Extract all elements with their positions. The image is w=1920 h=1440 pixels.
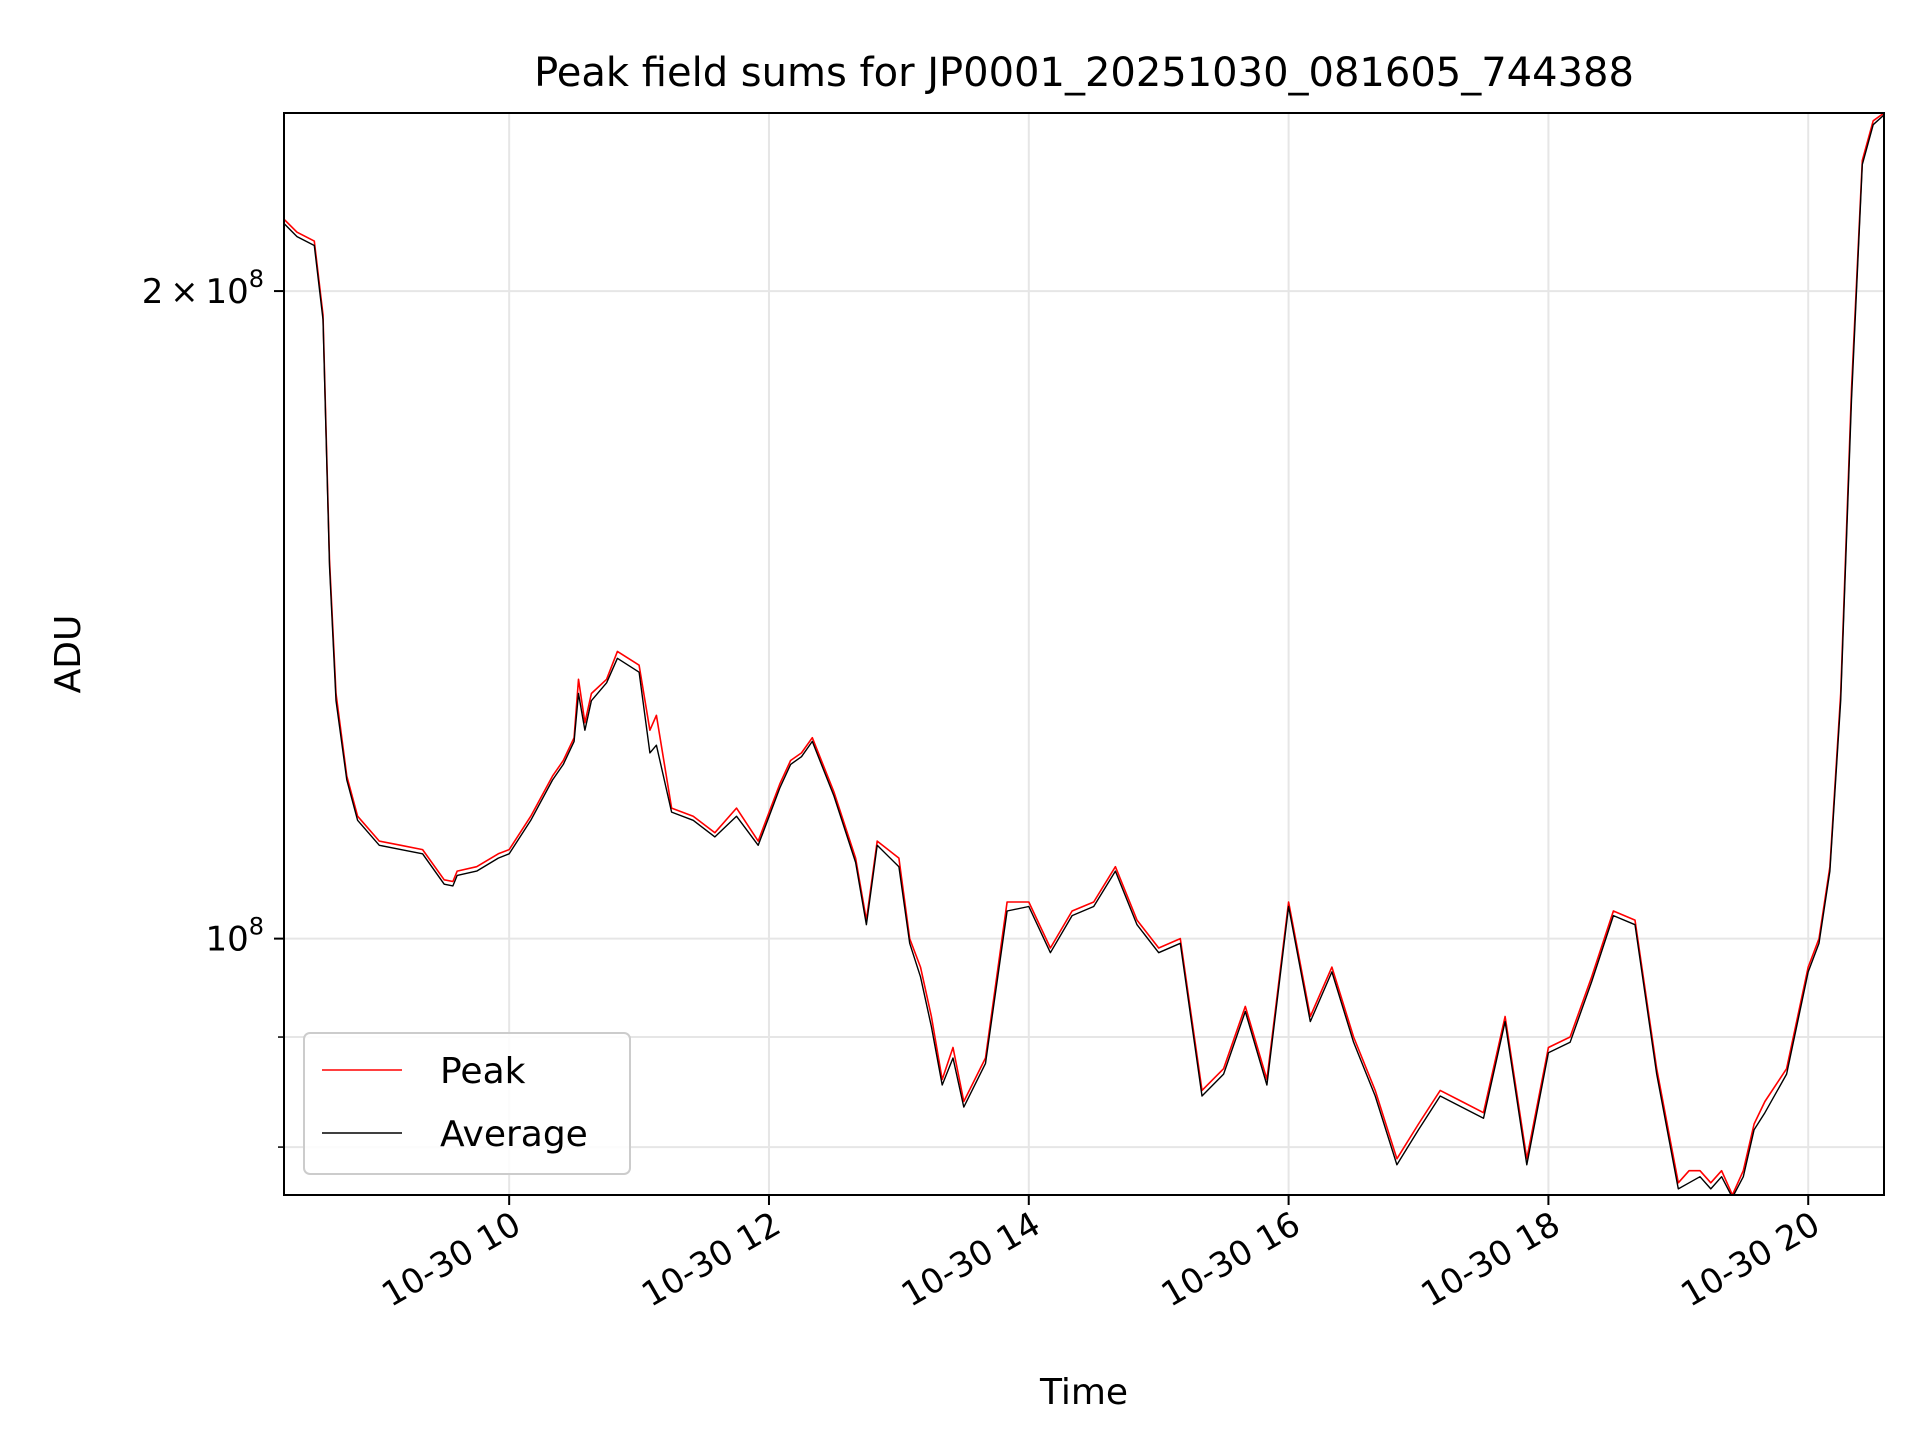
legend-average-label: Average (440, 1114, 588, 1155)
y-tick-label: 108 (205, 913, 264, 960)
y-axis-label: ADU (48, 615, 89, 694)
grid (284, 113, 1884, 1195)
legend: Peak Average (303, 1032, 631, 1175)
series-line-peak (284, 113, 1884, 1195)
series-line-average (284, 114, 1884, 1195)
y-tick-label: 2 × 108 (142, 265, 264, 312)
legend-box (303, 1032, 631, 1175)
chart-title: Peak field sums for JP0001_20251030_0816… (534, 50, 1634, 96)
x-axis-label: Time (1039, 1372, 1128, 1413)
y-axis-ticks: 108 2 × 108 (142, 265, 284, 1148)
plot-lines (284, 113, 1884, 1195)
legend-peak-label: Peak (440, 1051, 526, 1092)
axes-frame (283, 112, 1885, 1196)
